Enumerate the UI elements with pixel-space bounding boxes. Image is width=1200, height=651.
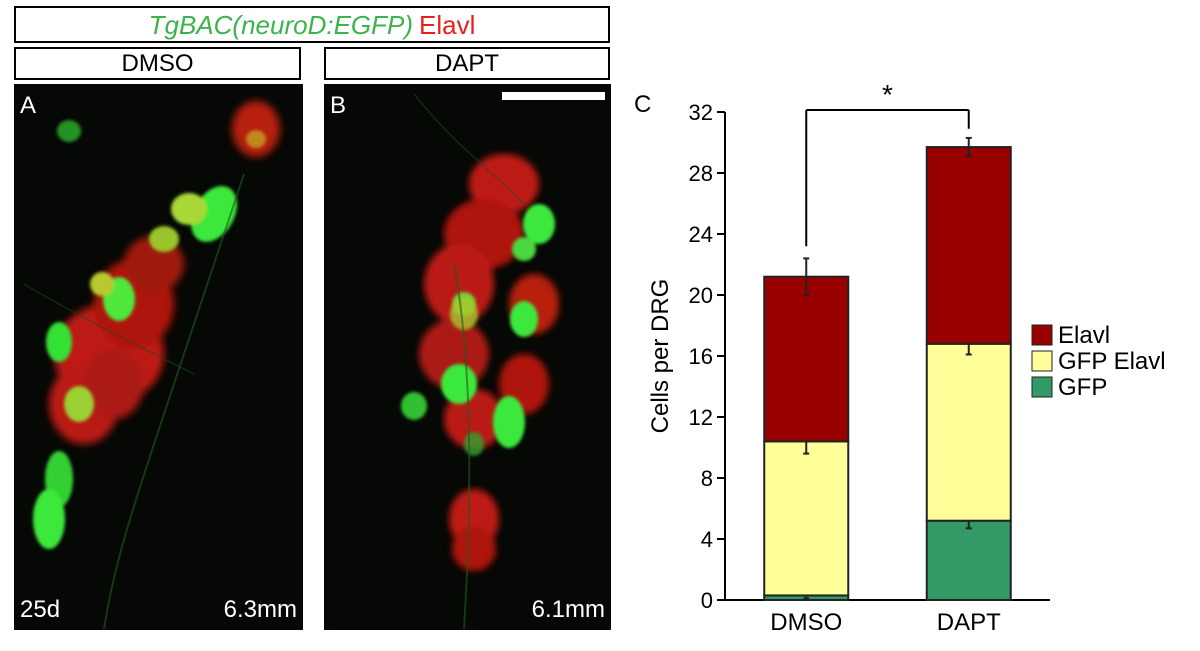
y-tick-label: 24 — [689, 222, 713, 247]
micrograph-b-image — [401, 93, 559, 630]
panel-a-letter: A — [20, 92, 37, 119]
bar-segment-gfp-elavl — [763, 440, 850, 597]
bar-segment-elavl — [925, 146, 1012, 345]
legend-label: Elavl — [1058, 322, 1110, 349]
legend-swatch — [1031, 376, 1053, 398]
title-marker-text: Elavl — [419, 9, 476, 40]
title-transgene-text: TgBAC(neuroD:EGFP) — [148, 9, 414, 40]
micrograph-panel-a: A 25d 6.3mm — [14, 84, 303, 630]
stacked-bar-chart: C 0 4 8 12 16 20 24 28 32 Cells per DRG DMSO DAPT * El… — [634, 79, 1166, 636]
y-tick-label: 32 — [689, 100, 713, 125]
panel-a-size: 6.3mm — [223, 596, 297, 623]
micrograph-a-image — [23, 101, 280, 630]
legend-label: GFP — [1058, 374, 1107, 401]
figure-title-box: TgBAC(neuroD:EGFP) Elavl — [14, 6, 610, 43]
y-tick-label: 12 — [689, 405, 713, 430]
panel-b-size: 6.1mm — [531, 596, 605, 623]
dapt-column-label: DAPT — [324, 47, 610, 80]
panel-b-letter: B — [330, 92, 347, 119]
bar-segment-gfp-elavl — [925, 342, 1012, 522]
legend-swatch — [1031, 350, 1053, 372]
y-axis-label: Cells per DRG — [647, 279, 674, 434]
y-tick-label: 20 — [689, 283, 713, 308]
x-tick-label: DAPT — [937, 609, 1001, 636]
scale-bar — [502, 92, 605, 100]
y-tick-label: 4 — [701, 527, 713, 552]
y-tick-label: 0 — [701, 588, 713, 613]
panel-c-letter: C — [634, 91, 651, 118]
y-tick-label: 28 — [689, 161, 713, 186]
panel-a-age: 25d — [20, 596, 61, 623]
x-tick-label: DMSO — [770, 609, 842, 636]
legend-label: GFP Elavl — [1058, 348, 1166, 375]
bar-segment-elavl — [763, 275, 850, 443]
dmso-column-label: DMSO — [14, 47, 301, 80]
chart-panel-c: C 0 4 8 12 16 20 24 28 32 Cells per DRG DMSO DAPT * El… — [630, 79, 1200, 646]
micrograph-panel-b: B 6.1mm — [324, 84, 611, 630]
significance-star: * — [882, 80, 893, 110]
legend-swatch — [1031, 324, 1053, 346]
y-tick-label: 8 — [701, 466, 713, 491]
bar-segment-gfp — [925, 519, 1012, 602]
y-tick-label: 16 — [689, 344, 713, 369]
